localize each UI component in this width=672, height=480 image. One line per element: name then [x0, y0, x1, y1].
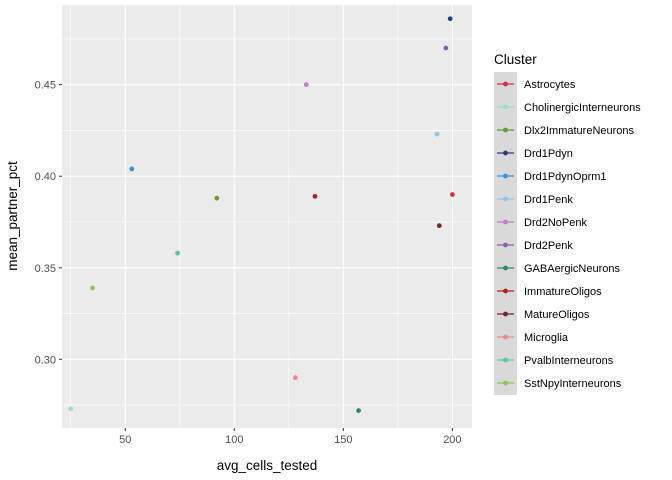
legend-key-point [503, 196, 508, 202]
legend-key-point [503, 334, 508, 340]
legend-label: SstNpyInterneurons [524, 378, 622, 390]
x-axis-title: avg_cells_tested [217, 458, 318, 473]
plot-panel [62, 5, 472, 428]
x-tick-label: 50 [119, 434, 131, 446]
legend-label: ImmatureOligos [524, 286, 602, 298]
y-tick-label: 0.45 [35, 80, 56, 92]
x-tick-label: 200 [443, 434, 461, 446]
legend-label: Astrocytes [524, 79, 576, 91]
x-tick-label: 150 [334, 434, 352, 446]
data-point [434, 131, 440, 137]
legend-key-point [503, 380, 508, 386]
data-point [292, 375, 298, 381]
legend-key-point [503, 150, 508, 156]
legend-key-point [503, 357, 508, 363]
y-axis-title: mean_partner_pct [5, 161, 20, 271]
legend-key-point [503, 81, 508, 87]
grid-major [62, 5, 472, 428]
legend-key-point [503, 104, 508, 110]
data-point [129, 166, 135, 172]
legend-label: Microglia [524, 332, 569, 344]
legend-key-point [503, 127, 508, 133]
legend-label: MatureOligos [524, 309, 590, 321]
data-point [303, 82, 309, 88]
grid-minor [62, 5, 472, 428]
legend-label: Drd2NoPenk [524, 217, 587, 229]
legend-key-background [494, 72, 517, 395]
data-point [312, 193, 318, 199]
legend-label: Drd2Penk [524, 240, 573, 252]
y-axis: 0.30 0.35 0.40 0.45 [35, 80, 62, 366]
legend-label: Dlx2ImmatureNeurons [524, 125, 635, 137]
legend-label: GABAergicNeurons [524, 263, 620, 275]
legend-key-point [503, 173, 508, 179]
x-axis: 50 100 150 200 [119, 428, 462, 446]
legend-key-point [503, 219, 508, 225]
y-tick-label: 0.30 [35, 354, 56, 366]
legend-items: Astrocytes CholinergicInterneurons Dlx2Imm… [497, 79, 641, 390]
data-point [175, 250, 180, 256]
data-point [436, 223, 442, 229]
legend-label: Drd1Penk [524, 194, 573, 206]
legend-label: Drd1PdynOprm1 [524, 171, 607, 183]
data-points [68, 16, 455, 414]
data-point [356, 408, 361, 414]
x-tick-label: 100 [225, 434, 243, 446]
legend-label: CholinergicInterneurons [524, 102, 641, 114]
legend-label: Drd1Pdyn [524, 148, 573, 160]
legend-key-point [503, 242, 508, 248]
data-point [214, 195, 220, 201]
legend-key-point [503, 265, 508, 271]
legend-label: PvalbInterneurons [524, 355, 614, 367]
data-point [90, 285, 95, 291]
data-point [449, 192, 455, 197]
legend: Cluster Astrocytes CholinergicInterneuron… [494, 52, 641, 395]
y-tick-label: 0.35 [35, 263, 56, 275]
legend-key-point [503, 311, 508, 317]
data-point [68, 406, 74, 412]
legend-key-point [503, 288, 508, 294]
legend-title: Cluster [494, 52, 537, 67]
data-point [443, 45, 449, 51]
y-tick-label: 0.40 [35, 171, 56, 183]
data-point [447, 16, 453, 22]
